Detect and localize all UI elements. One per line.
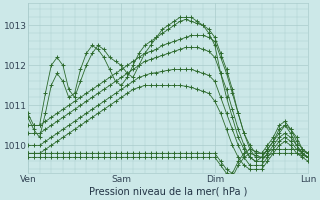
X-axis label: Pression niveau de la mer( hPa ): Pression niveau de la mer( hPa ) <box>89 187 247 197</box>
